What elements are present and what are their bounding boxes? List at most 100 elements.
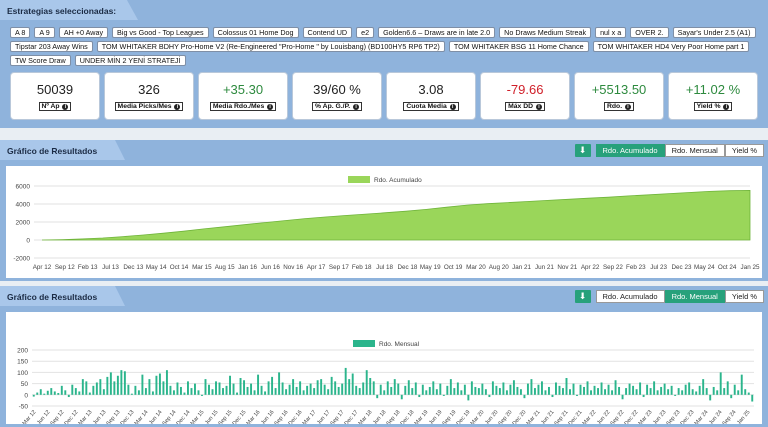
monthly-bar <box>576 394 578 396</box>
cumulative-chart-toolbar: ⬇ Rdo. Acumulado Rdo. Mensual Yield % <box>574 144 764 157</box>
x-tick-label: Mar 19 <box>414 409 430 424</box>
monthly-bar <box>628 383 631 395</box>
x-tick-label: Mar 20 <box>466 264 486 271</box>
monthly-bar <box>512 380 515 395</box>
x-tick-label: Jun 16 <box>260 409 275 424</box>
x-tick-label: Dec 18 <box>397 264 417 271</box>
monthly-bar <box>197 390 200 395</box>
info-icon[interactable]: i <box>62 103 69 110</box>
x-tick-label: Mar 18 <box>358 409 374 424</box>
stat-value: +5513.50 <box>591 81 647 97</box>
monthly-bar <box>695 391 698 395</box>
strategy-chip[interactable]: TOM WHITAKER BSG 11 Home Chance <box>448 41 589 52</box>
stat-card: +35.30 Media Rdo./Mes i <box>198 72 288 120</box>
monthly-bar <box>337 386 340 395</box>
tab-rdo-mensual[interactable]: Rdo. Mensual <box>664 144 725 157</box>
strategy-chip[interactable]: nul x a <box>595 27 627 38</box>
info-icon[interactable]: i <box>449 103 456 110</box>
monthly-bar <box>558 385 561 395</box>
monthly-bar <box>404 385 407 395</box>
monthly-bar <box>201 394 203 396</box>
monthly-bar <box>737 390 740 395</box>
strategy-chip[interactable]: Contend UD <box>302 27 353 38</box>
monthly-bar <box>716 390 719 395</box>
strategy-chip[interactable]: TOM WHITAKER BDHY Pro-Home V2 (Re-Engine… <box>96 41 445 52</box>
download-icon[interactable]: ⬇ <box>574 290 591 303</box>
strategy-chip[interactable]: OVER 2. <box>630 27 669 38</box>
info-icon[interactable]: i <box>723 103 730 110</box>
monthly-bar <box>618 386 621 395</box>
monthly-bar <box>67 394 70 398</box>
stat-label: Media Rdo./Mes i <box>209 101 277 111</box>
monthly-bar <box>222 388 224 395</box>
x-tick-label: May 24 <box>694 264 715 271</box>
monthly-bar <box>183 392 186 395</box>
monthly-bar <box>604 389 607 395</box>
monthly-bar <box>460 390 463 395</box>
cumulative-area <box>41 189 751 241</box>
strategy-chip[interactable]: AH +0 Away <box>58 27 109 38</box>
download-icon[interactable]: ⬇ <box>574 144 591 157</box>
info-icon[interactable]: i <box>535 103 542 110</box>
stat-label: Cuota Media i <box>403 101 459 111</box>
strategy-chip[interactable]: A 9 <box>34 27 55 38</box>
strategy-chip[interactable]: TW Score Draw <box>10 55 71 66</box>
tab-rdo-acumulado[interactable]: Rdo. Acumulado <box>595 290 665 303</box>
monthly-bar <box>320 379 323 395</box>
monthly-bar <box>474 386 477 395</box>
monthly-bar <box>120 370 123 395</box>
info-icon[interactable]: i <box>174 103 181 110</box>
stat-card: 326 Media Picks/Mes i <box>104 72 194 120</box>
stat-value: 39/60 % <box>313 81 361 97</box>
tab-rdo-mensual[interactable]: Rdo. Mensual <box>664 290 725 303</box>
x-tick-label: Feb 13 <box>78 264 98 271</box>
stat-card: -79.66 Máx DD i <box>480 72 570 120</box>
info-icon[interactable]: i <box>353 103 360 110</box>
monthly-bar <box>253 390 256 395</box>
monthly-bar <box>271 376 274 395</box>
strategy-chip[interactable]: Golden6.6 – Draws are in late 2.0 <box>378 27 496 38</box>
strategy-chip[interactable]: Big vs Good - Top Leagues <box>112 27 209 38</box>
strategy-chip[interactable]: TOM WHITAKER HD4 Very Poor Home part 1 <box>592 41 750 52</box>
strategy-chip[interactable]: Sayar's Under 2.5 (A1) <box>672 27 756 38</box>
info-icon[interactable]: i <box>267 103 274 110</box>
monthly-bar <box>50 388 53 395</box>
x-tick-label: Sep 14 <box>162 409 178 424</box>
strategy-chip[interactable]: Tipstar 203 Away Wins <box>10 41 93 52</box>
monthly-bar <box>351 373 354 395</box>
strategy-chip[interactable]: No Draws Medium Streak <box>499 27 592 38</box>
strategy-chip[interactable]: e2 <box>356 27 375 38</box>
stat-label-text: Media Picks/Mes <box>117 102 172 110</box>
strategy-chip[interactable]: UNDER MİN 2 YENİ STRATEJİ <box>74 55 186 66</box>
monthly-bar <box>439 383 442 395</box>
monthly-bar <box>179 386 182 395</box>
tab-yield[interactable]: Yield % <box>724 290 764 303</box>
monthly-bar <box>43 393 46 395</box>
monthly-chart-title: Gráfico de Resultados <box>0 286 125 306</box>
monthly-bar <box>137 390 140 395</box>
monthly-bar <box>488 394 491 398</box>
monthly-bar <box>95 382 98 395</box>
monthly-bar <box>176 382 179 395</box>
monthly-bar <box>302 390 305 395</box>
x-tick-label: Jan 25 <box>741 264 760 271</box>
x-tick-label: Jun 14 <box>148 409 163 424</box>
monthly-bar <box>400 394 403 400</box>
info-icon[interactable]: i <box>625 103 631 110</box>
monthly-bar <box>614 380 617 395</box>
tab-yield[interactable]: Yield % <box>724 144 764 157</box>
monthly-bar <box>691 389 694 395</box>
monthly-bar <box>144 388 147 395</box>
x-tick-label: Sep 18 <box>386 409 402 424</box>
x-tick-label: Jun 19 <box>428 409 443 424</box>
monthly-bar <box>379 384 382 395</box>
strategy-chip[interactable]: A 8 <box>10 27 31 38</box>
monthly-bar <box>646 384 649 395</box>
monthly-bar <box>71 384 74 395</box>
strategy-chip[interactable]: Colossus 01 Home Dog <box>212 27 299 38</box>
monthly-bar <box>565 378 568 395</box>
tab-rdo-acumulado[interactable]: Rdo. Acumulado <box>595 144 665 157</box>
monthly-bar <box>498 388 501 395</box>
x-tick-label: Dec 15 <box>232 409 248 424</box>
x-tick-label: May 14 <box>146 264 167 271</box>
